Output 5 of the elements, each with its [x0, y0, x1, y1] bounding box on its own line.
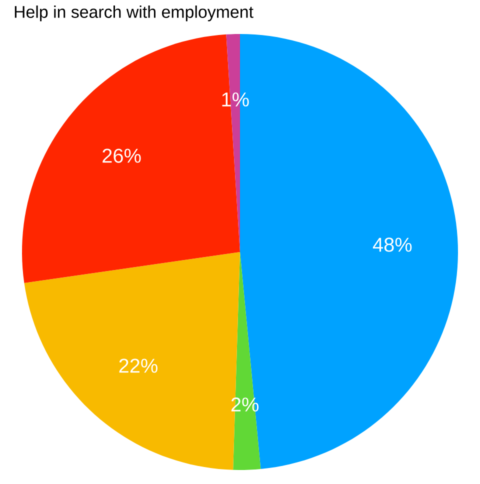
data-label: 1%	[222, 92, 249, 106]
data-label: 48%	[372, 238, 412, 252]
data-label: 22%	[119, 358, 158, 373]
chart-title: Help in search with employment	[14, 6, 254, 22]
data-label: 26%	[102, 148, 141, 163]
